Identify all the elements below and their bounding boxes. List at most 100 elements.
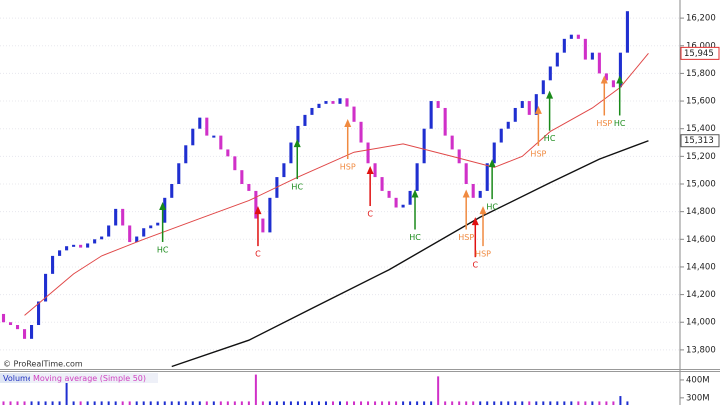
y-tick-label: 16,200	[686, 14, 716, 24]
price-bar	[107, 225, 111, 237]
volume-bar	[374, 401, 377, 405]
price-marker	[680, 46, 720, 60]
price-bar	[583, 38, 587, 60]
volume-bar	[303, 401, 306, 405]
price-marker-label: 15,945	[684, 49, 714, 59]
legend-box	[0, 373, 30, 383]
price-bar	[366, 142, 370, 164]
price-bar	[44, 273, 48, 302]
arrow-head	[471, 217, 479, 226]
volume-bar	[542, 401, 545, 405]
signal-label: HSP	[340, 163, 356, 172]
volume-bar	[142, 401, 145, 405]
volume-bar	[163, 401, 166, 405]
price-bar	[569, 34, 573, 39]
y-tick-label: 14,000	[686, 318, 716, 328]
price-bar	[135, 236, 139, 243]
arrow-head	[159, 201, 167, 210]
price-bar	[429, 101, 433, 129]
volume-bar	[114, 401, 117, 405]
price-bar	[282, 163, 286, 178]
arrow-head	[546, 90, 554, 99]
legend-label: Moving average (Simple 50)	[33, 374, 146, 383]
volume-bar	[149, 401, 152, 405]
price-bar	[534, 94, 538, 115]
legend-box	[30, 373, 158, 383]
price-bar	[233, 156, 237, 171]
price-bar	[170, 184, 174, 198]
arrow-head	[344, 119, 352, 128]
signal-label: HC	[291, 183, 303, 192]
price-bar	[86, 243, 90, 248]
volume-bar	[437, 376, 440, 405]
price-bar	[324, 101, 328, 104]
price-bar	[611, 80, 615, 88]
price-bar	[198, 117, 202, 129]
volume-bar	[100, 401, 103, 405]
price-bar	[331, 101, 335, 104]
price-bar	[541, 80, 545, 95]
price-bar	[380, 177, 384, 191]
volume-tick-label: 300M	[686, 393, 710, 403]
price-bar	[212, 135, 216, 138]
price-bar	[499, 128, 503, 143]
volume-bar	[367, 401, 370, 405]
volume-bar	[465, 401, 468, 405]
volume-bar	[170, 401, 173, 405]
price-bar	[345, 98, 349, 107]
volume-bar	[128, 401, 131, 405]
price-bar	[604, 73, 608, 81]
volume-bar	[444, 401, 447, 405]
price-bar	[51, 255, 55, 274]
price-bar	[1, 313, 6, 323]
volume-bar	[416, 401, 419, 405]
volume-bar	[135, 401, 138, 405]
volume-bar	[107, 401, 110, 405]
volume-bar	[247, 401, 250, 405]
moving-average	[171, 140, 649, 368]
price-bar	[590, 52, 594, 60]
price-bar	[415, 163, 419, 191]
y-tick-label: 14,600	[686, 235, 716, 245]
price-bar	[156, 222, 160, 226]
volume-bar	[65, 374, 68, 405]
y-tick-label: 14,200	[686, 290, 716, 300]
price-bar	[79, 244, 83, 248]
volume-bar	[388, 401, 391, 405]
volume-bar	[296, 401, 299, 405]
arrow-head	[534, 105, 542, 114]
signal-label: HC	[544, 134, 556, 143]
price-bar	[247, 184, 251, 191]
volume-bar	[2, 401, 5, 405]
price-bar	[506, 121, 510, 129]
volume-bar	[458, 401, 461, 405]
price-bar	[618, 52, 622, 88]
price-bar	[394, 197, 398, 208]
price-axis: 13,800 14,000 14,200 14,400 14,600 14,800 15,0…	[680, 14, 720, 403]
price-bar	[205, 117, 209, 136]
price-bar	[464, 163, 468, 184]
volume-bar	[619, 396, 622, 405]
price-bar	[121, 208, 125, 226]
y-tick-label: 15,600	[686, 97, 716, 107]
volume-bar	[191, 401, 194, 405]
volume-bar	[402, 401, 405, 405]
signal-label: HSP	[530, 149, 546, 158]
volume-bar	[612, 401, 615, 405]
price-bar	[555, 52, 559, 67]
price-bar	[58, 250, 62, 256]
legend-label: Volume	[3, 374, 33, 383]
volume-bar	[605, 401, 608, 405]
price-bar	[478, 190, 482, 198]
volume-bar	[121, 401, 124, 405]
volume-bar	[44, 401, 47, 405]
price-bar	[352, 106, 356, 122]
copyright: © ProRealTime.com	[3, 360, 83, 369]
y-tick-label: 14,400	[686, 262, 716, 272]
price-bar	[359, 121, 363, 143]
volume-bar	[282, 401, 285, 405]
volume-bar	[549, 401, 552, 405]
volume-bar	[9, 401, 12, 405]
price-bar	[471, 184, 475, 198]
